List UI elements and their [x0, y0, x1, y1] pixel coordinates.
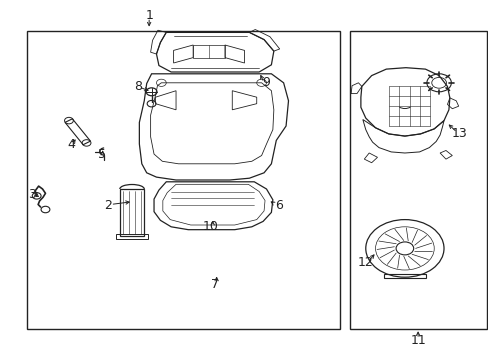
Text: 11: 11: [409, 334, 425, 347]
Text: 9: 9: [262, 76, 270, 89]
Text: 5: 5: [98, 148, 105, 161]
Text: 2: 2: [103, 199, 111, 212]
Text: 13: 13: [451, 127, 467, 140]
Bar: [349, 31, 486, 329]
Text: 10: 10: [202, 220, 218, 233]
Text: 6: 6: [274, 199, 282, 212]
Bar: [27, 31, 339, 329]
Text: 1: 1: [145, 9, 153, 22]
Text: 4: 4: [67, 138, 75, 150]
Text: 3: 3: [28, 188, 36, 201]
Text: 8: 8: [134, 80, 142, 93]
Text: 12: 12: [357, 256, 373, 269]
Text: 7: 7: [211, 278, 219, 291]
